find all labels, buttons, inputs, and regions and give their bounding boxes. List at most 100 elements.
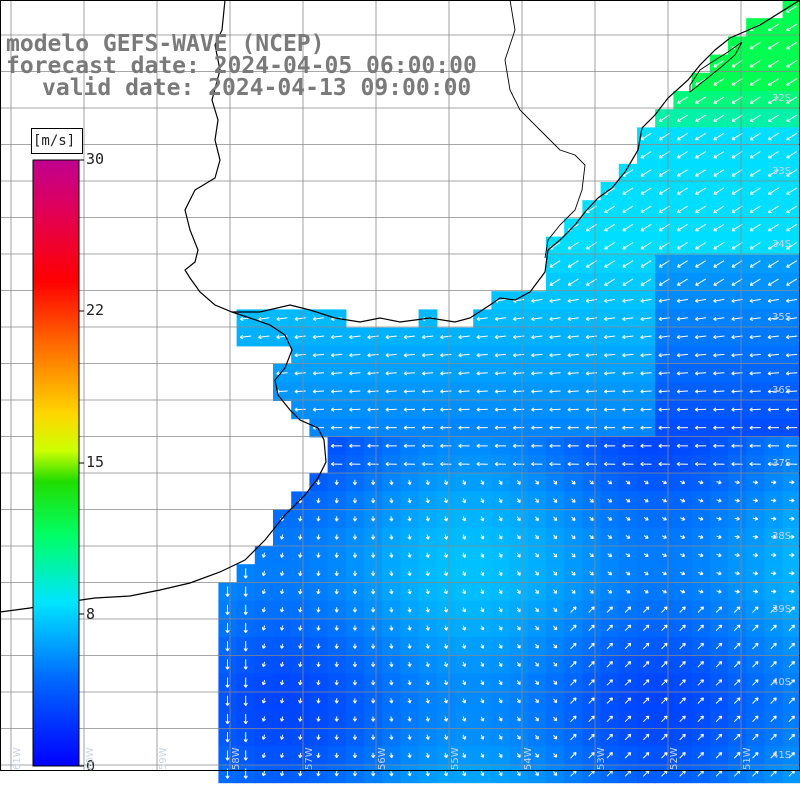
colorbar-tick-22: 22 [86, 301, 105, 319]
wind-arrow [298, 552, 303, 558]
wind-arrow [695, 205, 707, 213]
wind-arrow [624, 752, 632, 759]
wind-arrow [462, 570, 467, 577]
wind-arrow [603, 371, 616, 376]
wind-arrow [607, 516, 613, 521]
wind-arrow [640, 461, 652, 467]
wind-arrow [516, 625, 521, 631]
wind-arrow [243, 695, 248, 706]
wind-arrow [535, 716, 539, 722]
wind-arrow [713, 60, 725, 68]
wind-arrow [661, 553, 667, 557]
wind-arrow [625, 589, 631, 594]
wind-arrow [312, 407, 325, 412]
wind-arrow [749, 78, 761, 86]
wind-arrow [622, 389, 634, 394]
wind-arrow [606, 624, 613, 632]
wind-arrow [443, 679, 448, 686]
wind-arrow [770, 534, 777, 540]
wind-arrow [713, 242, 725, 250]
lat-lon-grid [0, 0, 800, 770]
wind-arrow [622, 407, 634, 412]
wind-arrow [767, 260, 779, 268]
wind-arrow [694, 389, 707, 394]
wind-arrow [352, 625, 358, 631]
wind-arrow [498, 771, 503, 777]
wind-arrow [625, 516, 631, 521]
wind-arrow [625, 480, 631, 485]
wind-arrow [535, 698, 539, 704]
wind-arrow [334, 643, 339, 649]
wind-arrow [624, 697, 632, 704]
wind-arrow [280, 679, 285, 686]
wind-arrow [715, 752, 723, 759]
wind-arrow [462, 534, 467, 540]
wind-arrow [243, 604, 248, 615]
wind-arrow [480, 680, 485, 686]
wind-arrow [642, 752, 650, 759]
wind-arrow [261, 570, 266, 577]
wind-arrow [749, 371, 761, 376]
wind-arrow [694, 298, 707, 303]
wind-arrow [713, 334, 725, 340]
wind-arrow [661, 642, 668, 650]
wind-arrow [462, 680, 467, 686]
wind-arrow [752, 697, 759, 704]
wind-arrow [531, 371, 543, 376]
wind-arrow [425, 643, 430, 649]
wind-arrow [734, 534, 740, 539]
colorbar-unit: [m/s] [33, 133, 76, 149]
wind-arrow [606, 733, 613, 741]
wind-arrow [713, 187, 725, 195]
wind-arrow [480, 698, 485, 704]
wind-arrow [535, 480, 539, 485]
lat-label: 35S [772, 312, 792, 323]
wind-arrow [770, 733, 777, 741]
wind-arrow [606, 679, 613, 686]
wind-arrow [767, 169, 779, 177]
wind-arrow [695, 151, 707, 159]
wind-arrow [749, 187, 761, 195]
lat-label: 37S [772, 458, 792, 469]
wind-arrow [498, 479, 503, 485]
wind-arrow [640, 407, 652, 412]
wind-arrow [716, 571, 722, 576]
wind-arrow [786, 132, 798, 141]
wind-arrow [695, 242, 707, 250]
wind-arrow [589, 553, 594, 558]
wind-arrow [312, 353, 325, 358]
lon-label: 52W [669, 747, 680, 770]
wind-arrow [571, 552, 576, 558]
wind-arrow [716, 534, 722, 539]
wind-arrow [661, 733, 668, 741]
wind-arrow [385, 407, 397, 412]
wind-arrow [713, 278, 725, 286]
wind-arrow [294, 334, 306, 340]
wind-arrow [389, 479, 394, 486]
wind-arrow [661, 516, 667, 521]
wind-arrow [606, 642, 613, 650]
wind-arrow [389, 607, 394, 613]
wind-arrow [786, 78, 798, 86]
lagoon-outline [689, 41, 743, 93]
wind-arrow [642, 642, 650, 650]
lon-label: 53W [596, 747, 607, 770]
wind-arrow [516, 734, 521, 740]
wind-arrow [661, 606, 668, 613]
wind-arrow [695, 114, 707, 122]
wind-arrow [697, 642, 704, 650]
wind-arrow [298, 734, 303, 740]
wind-arrow [443, 534, 448, 540]
wind-arrow [367, 334, 379, 340]
wind-arrow [280, 607, 285, 613]
wind-arrow [352, 589, 358, 595]
wind-arrow [734, 480, 740, 485]
wind-arrow [462, 752, 467, 759]
wind-arrow [316, 716, 321, 722]
wind-arrow [516, 716, 521, 722]
wind-arrow [767, 23, 779, 31]
wind-arrow [788, 624, 795, 632]
wind-arrow [553, 498, 558, 503]
wind-arrow [749, 389, 761, 394]
wind-arrow [480, 479, 485, 485]
